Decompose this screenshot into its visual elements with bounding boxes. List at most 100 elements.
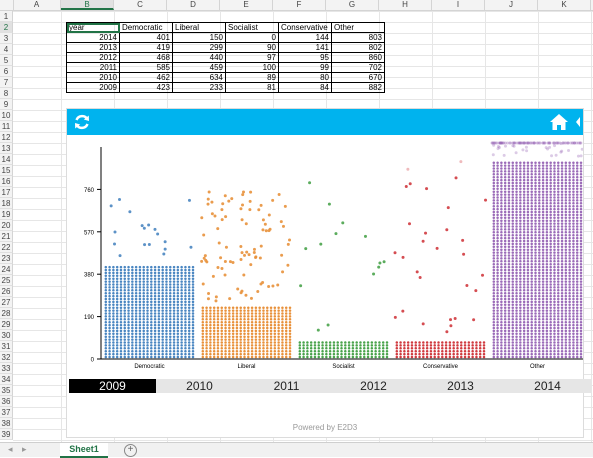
table-cell[interactable]: 419 xyxy=(119,42,173,53)
home-icon[interactable] xyxy=(549,112,569,132)
table-cell[interactable]: 95 xyxy=(278,52,332,63)
row-header-18[interactable]: 18 xyxy=(0,198,13,209)
row-header-1[interactable]: 1 xyxy=(0,11,13,22)
row-header-8[interactable]: 8 xyxy=(0,88,13,99)
column-header-i[interactable]: I xyxy=(432,0,485,10)
table-cell[interactable]: 141 xyxy=(278,42,332,53)
row-header-21[interactable]: 21 xyxy=(0,231,13,242)
row-header-32[interactable]: 32 xyxy=(0,352,13,363)
table-cell[interactable]: 803 xyxy=(331,32,385,43)
add-sheet-icon[interactable]: + xyxy=(124,444,137,457)
row-header-6[interactable]: 6 xyxy=(0,66,13,77)
table-cell[interactable]: 84 xyxy=(278,82,332,93)
row-header-27[interactable]: 27 xyxy=(0,297,13,308)
table-cell[interactable]: year xyxy=(66,22,120,33)
row-header-38[interactable]: 38 xyxy=(0,418,13,429)
year-tab-2011[interactable]: 2011 xyxy=(243,379,330,393)
row-header-13[interactable]: 13 xyxy=(0,143,13,154)
row-header-17[interactable]: 17 xyxy=(0,187,13,198)
table-cell[interactable]: 0 xyxy=(225,32,279,43)
row-header-23[interactable]: 23 xyxy=(0,253,13,264)
row-header-31[interactable]: 31 xyxy=(0,341,13,352)
table-cell[interactable]: 462 xyxy=(119,72,173,83)
row-header-14[interactable]: 14 xyxy=(0,154,13,165)
table-cell[interactable]: 440 xyxy=(172,52,226,63)
row-header-4[interactable]: 4 xyxy=(0,44,13,55)
year-tab-2012[interactable]: 2012 xyxy=(330,379,417,393)
row-header-26[interactable]: 26 xyxy=(0,286,13,297)
row-header-39[interactable]: 39 xyxy=(0,429,13,440)
column-header-b[interactable]: B xyxy=(61,0,114,10)
table-cell[interactable]: 882 xyxy=(331,82,385,93)
table-cell[interactable]: 299 xyxy=(172,42,226,53)
row-header-9[interactable]: 9 xyxy=(0,99,13,110)
sheet-prev-arrow-icon[interactable]: ◂ xyxy=(8,444,13,454)
table-cell[interactable]: 89 xyxy=(225,72,279,83)
column-header-g[interactable]: G xyxy=(326,0,379,10)
bar-socialist[interactable] xyxy=(298,341,389,359)
row-header-2[interactable]: 2 xyxy=(0,22,13,33)
row-header-35[interactable]: 35 xyxy=(0,385,13,396)
row-header-33[interactable]: 33 xyxy=(0,363,13,374)
row-header-30[interactable]: 30 xyxy=(0,330,13,341)
row-header-15[interactable]: 15 xyxy=(0,165,13,176)
column-header-f[interactable]: F xyxy=(273,0,326,10)
bar-other[interactable] xyxy=(492,161,583,359)
row-header-37[interactable]: 37 xyxy=(0,407,13,418)
refresh-icon[interactable] xyxy=(72,112,92,132)
bar-liberal[interactable] xyxy=(201,306,292,359)
year-tab-2013[interactable]: 2013 xyxy=(417,379,504,393)
column-header-e[interactable]: E xyxy=(220,0,273,10)
column-header-c[interactable]: C xyxy=(114,0,167,10)
table-cell[interactable]: 100 xyxy=(225,62,279,73)
bar-democratic[interactable] xyxy=(104,265,195,359)
column-header-h[interactable]: H xyxy=(379,0,432,10)
table-cell[interactable]: 634 xyxy=(172,72,226,83)
bar-conservative[interactable] xyxy=(395,341,486,359)
row-header-5[interactable]: 5 xyxy=(0,55,13,66)
table-cell[interactable]: 802 xyxy=(331,42,385,53)
year-tab-2010[interactable]: 2010 xyxy=(156,379,243,393)
table-cell[interactable]: 144 xyxy=(278,32,332,43)
column-header-j[interactable]: J xyxy=(485,0,538,10)
table-cell[interactable]: Socialist xyxy=(225,22,279,33)
table-cell[interactable]: 860 xyxy=(331,52,385,63)
table-cell[interactable]: 2009 xyxy=(66,82,120,93)
select-all-corner[interactable] xyxy=(0,0,14,10)
table-cell[interactable]: 80 xyxy=(278,72,332,83)
row-header-19[interactable]: 19 xyxy=(0,209,13,220)
row-header-28[interactable]: 28 xyxy=(0,308,13,319)
table-cell[interactable]: 2010 xyxy=(66,72,120,83)
table-cell[interactable]: 423 xyxy=(119,82,173,93)
table-cell[interactable]: Other xyxy=(331,22,385,33)
row-header-20[interactable]: 20 xyxy=(0,220,13,231)
table-cell[interactable]: 99 xyxy=(278,62,332,73)
table-cell[interactable]: 233 xyxy=(172,82,226,93)
row-header-7[interactable]: 7 xyxy=(0,77,13,88)
year-tab-2009[interactable]: 2009 xyxy=(69,379,156,393)
table-cell[interactable]: Conservative xyxy=(278,22,332,33)
row-header-34[interactable]: 34 xyxy=(0,374,13,385)
table-cell[interactable]: 81 xyxy=(225,82,279,93)
column-header-a[interactable]: A xyxy=(13,0,61,10)
row-header-10[interactable]: 10 xyxy=(0,110,13,121)
table-cell[interactable]: 2011 xyxy=(66,62,120,73)
collapse-arrow-icon[interactable] xyxy=(575,116,581,128)
table-cell[interactable]: 468 xyxy=(119,52,173,63)
row-header-24[interactable]: 24 xyxy=(0,264,13,275)
column-header-k[interactable]: K xyxy=(538,0,591,10)
row-header-36[interactable]: 36 xyxy=(0,396,13,407)
sheet-next-arrow-icon[interactable]: ▸ xyxy=(22,444,27,454)
table-cell[interactable]: 90 xyxy=(225,42,279,53)
table-cell[interactable]: 2013 xyxy=(66,42,120,53)
row-header-22[interactable]: 22 xyxy=(0,242,13,253)
table-cell[interactable]: 97 xyxy=(225,52,279,63)
table-cell[interactable]: 2012 xyxy=(66,52,120,63)
year-tab-2014[interactable]: 2014 xyxy=(504,379,591,393)
row-header-29[interactable]: 29 xyxy=(0,319,13,330)
row-header-16[interactable]: 16 xyxy=(0,176,13,187)
row-header-25[interactable]: 25 xyxy=(0,275,13,286)
table-cell[interactable]: Liberal xyxy=(172,22,226,33)
table-cell[interactable]: 702 xyxy=(331,62,385,73)
row-header-3[interactable]: 3 xyxy=(0,33,13,44)
